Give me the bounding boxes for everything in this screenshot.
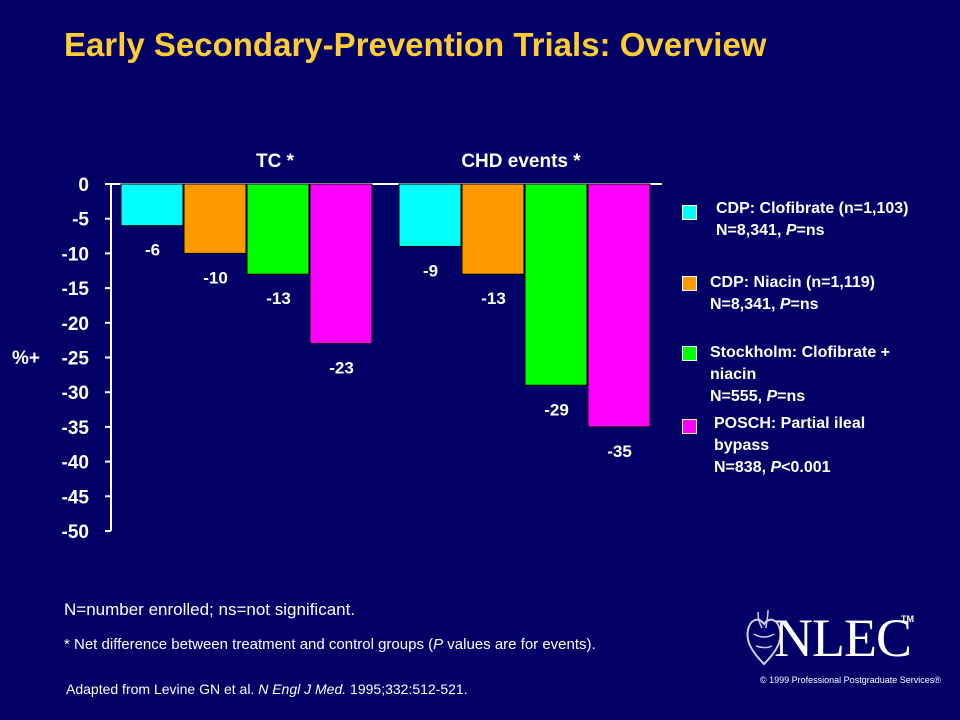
bar-data-label: -6 [145, 241, 160, 260]
bar [524, 183, 588, 386]
y-tick-label: -30 [62, 383, 89, 404]
bar [461, 183, 525, 275]
y-tick-label: -15 [62, 279, 90, 300]
y-tick-label: -45 [62, 487, 90, 508]
y-tick-label: -40 [62, 453, 89, 474]
y-axis-label: %+ [12, 348, 40, 369]
bar-data-label: -23 [329, 359, 354, 378]
legend-label-cdp-clofibrate: CDP: Clofibrate (n=1,103) N=8,341, P=ns [716, 200, 909, 239]
bar-data-label: -35 [607, 442, 632, 461]
y-tick-label: -25 [62, 349, 90, 370]
bar [309, 183, 373, 345]
copyright-notice: © 1999 Professional Postgraduate Service… [760, 675, 941, 685]
category-label: CHD events * [461, 151, 581, 172]
legend-swatch-cdp-niacin [682, 276, 697, 291]
footnote-net-difference: * Net difference between treatment and c… [64, 636, 596, 653]
heart-logo-icon [746, 609, 782, 666]
legend-label-cdp-niacin: CDP: Niacin (n=1,119) N=8,341, P=ns [710, 274, 875, 313]
bar [183, 183, 247, 254]
legend-label-posch: POSCH: Partial ileal bypass N=838, P<0.0… [714, 415, 866, 476]
legend-label-stockholm: Stockholm: Clofibrate + niacin N=555, P=… [710, 344, 891, 405]
y-tick-label: -20 [62, 314, 89, 335]
footnote-abbreviations: N=number enrolled; ns=not significant. [64, 600, 356, 619]
footnote-source: Adapted from Levine GN et al. N Engl J M… [66, 681, 468, 697]
bar-data-label: -29 [544, 400, 569, 419]
trademark-mark: TM [901, 614, 914, 624]
bar [120, 183, 184, 227]
bar [398, 183, 462, 247]
legend-swatch-stockholm [682, 346, 697, 361]
nlec-logo: NLEC TM [744, 606, 916, 668]
logo-wordmark: NLEC [774, 608, 912, 668]
bar-data-label: -9 [423, 261, 438, 280]
bar-data-label: -10 [203, 268, 228, 287]
y-tick-label: -35 [62, 418, 90, 439]
bar [587, 183, 651, 428]
y-tick-label: 0 [78, 175, 89, 196]
y-tick-label: -10 [62, 244, 89, 265]
slide-title: Early Secondary-Prevention Trials: Overv… [64, 26, 767, 63]
legend-swatch-cdp-clofibrate [682, 205, 697, 220]
bar-chart: 0 -5 -10 -15 -20 -25 -30 -35 -40 -45 -50 %+ TC * -6 -1… [12, 151, 662, 543]
bar-data-label: -13 [266, 289, 291, 308]
bar-data-label: -13 [481, 289, 506, 308]
category-label: TC * [256, 151, 295, 172]
y-tick-label: -50 [62, 522, 89, 543]
y-tick-label: -5 [72, 210, 89, 231]
legend-swatch-posch [682, 419, 697, 434]
bar [246, 183, 310, 275]
